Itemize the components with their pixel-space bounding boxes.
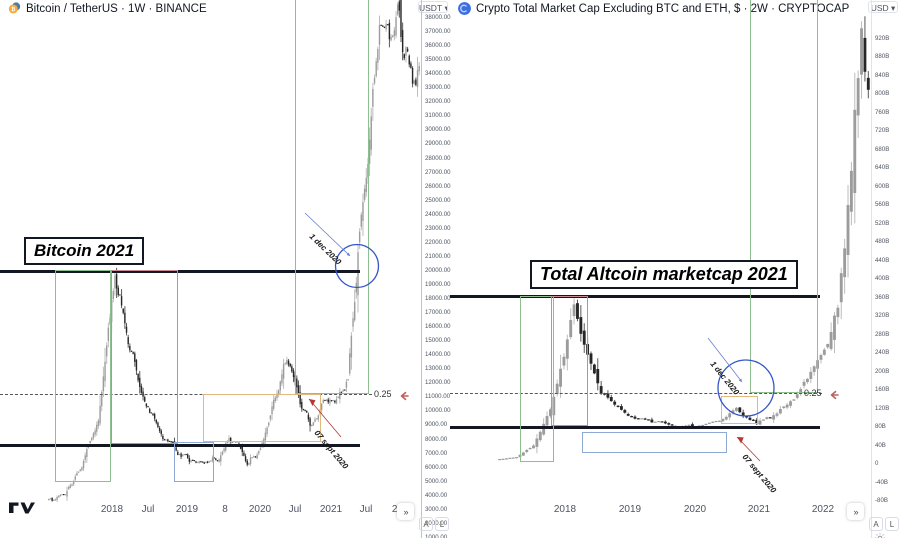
svg-text:1 dec 2020: 1 dec 2020 <box>708 360 741 398</box>
svg-text:07 sept 2020: 07 sept 2020 <box>312 429 350 472</box>
svg-text:07 sept 2020: 07 sept 2020 <box>740 453 778 496</box>
svg-text:1 dec 2020: 1 dec 2020 <box>308 232 344 267</box>
